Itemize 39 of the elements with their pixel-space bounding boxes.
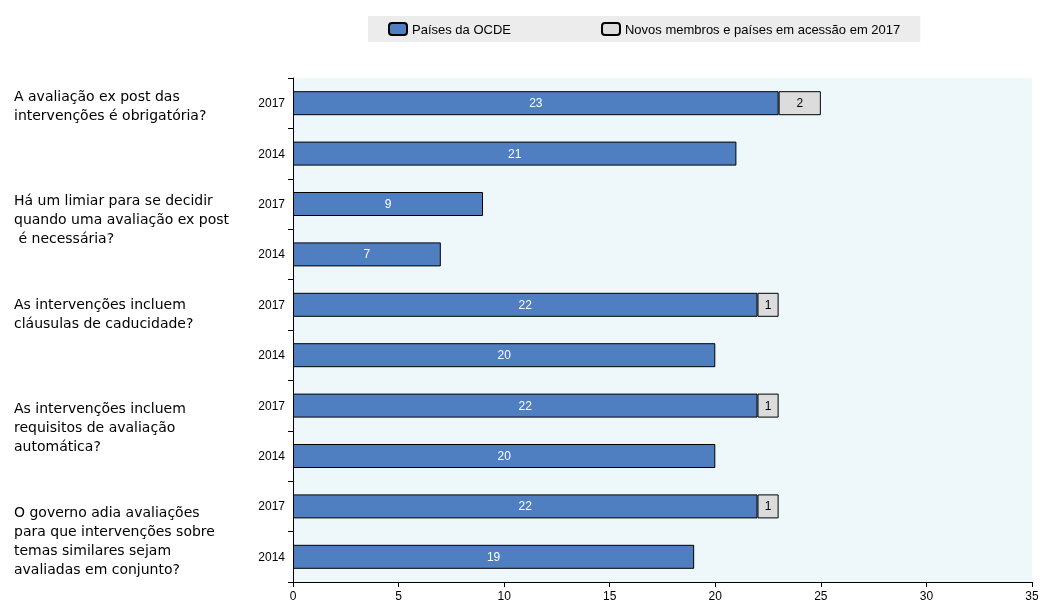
y-tick-label: 2014 xyxy=(258,247,286,262)
y-tick-label: 2017 xyxy=(258,297,286,312)
x-tick-label: 10 xyxy=(497,589,512,603)
y-tick-label: 2017 xyxy=(258,499,286,514)
data-label: 22 xyxy=(518,499,533,514)
x-tick-label: 0 xyxy=(289,589,297,603)
x-tick-label: 25 xyxy=(814,589,828,603)
data-label: 21 xyxy=(508,146,522,161)
text: A avaliação ex post das intervenções é obrigatória? xyxy=(14,87,207,123)
data-label: 19 xyxy=(486,549,501,564)
data-label: 20 xyxy=(497,449,512,463)
y-tick-label: 2014 xyxy=(258,449,286,463)
data-label: 23 xyxy=(529,96,543,111)
text: O governo adia avaliações para que intervenções sobre temas similares sejam avaliadas em conjunto? xyxy=(14,503,220,577)
legend-label: Países da OCDE xyxy=(412,21,512,37)
data-label: 22 xyxy=(518,398,533,413)
y-tick-label: 2014 xyxy=(258,146,286,161)
data-label: 7 xyxy=(363,247,371,262)
data-label: 20 xyxy=(497,348,512,363)
y-tick-label: 2014 xyxy=(258,348,286,363)
data-label: 1 xyxy=(764,499,772,514)
x-tick-label: 20 xyxy=(708,589,723,603)
data-label: 1 xyxy=(764,398,772,413)
legend-label: Novos membros e países em acessão em 2017 xyxy=(624,21,901,37)
x-tick-label: 15 xyxy=(603,589,617,603)
text: As intervenções incluem requisitos de avaliação automática? xyxy=(14,399,191,454)
data-label: 2 xyxy=(796,96,804,111)
text: As intervenções incluem cláusulas de caducidade? xyxy=(14,295,194,331)
y-tick-label: 2017 xyxy=(258,197,286,211)
text: Há um limiar para se decidir quando uma avaliação ex post é necessária? xyxy=(14,191,230,246)
y-tick-label: 2014 xyxy=(258,549,286,564)
data-label: 22 xyxy=(518,297,533,312)
x-tick-label: 30 xyxy=(919,589,934,603)
y-tick-label: 2017 xyxy=(258,398,286,413)
data-label: 9 xyxy=(384,197,392,211)
data-label: 1 xyxy=(764,297,772,312)
x-tick-label: 35 xyxy=(1025,589,1039,603)
x-tick-label: 5 xyxy=(395,589,403,603)
y-tick-label: 2017 xyxy=(258,96,286,111)
